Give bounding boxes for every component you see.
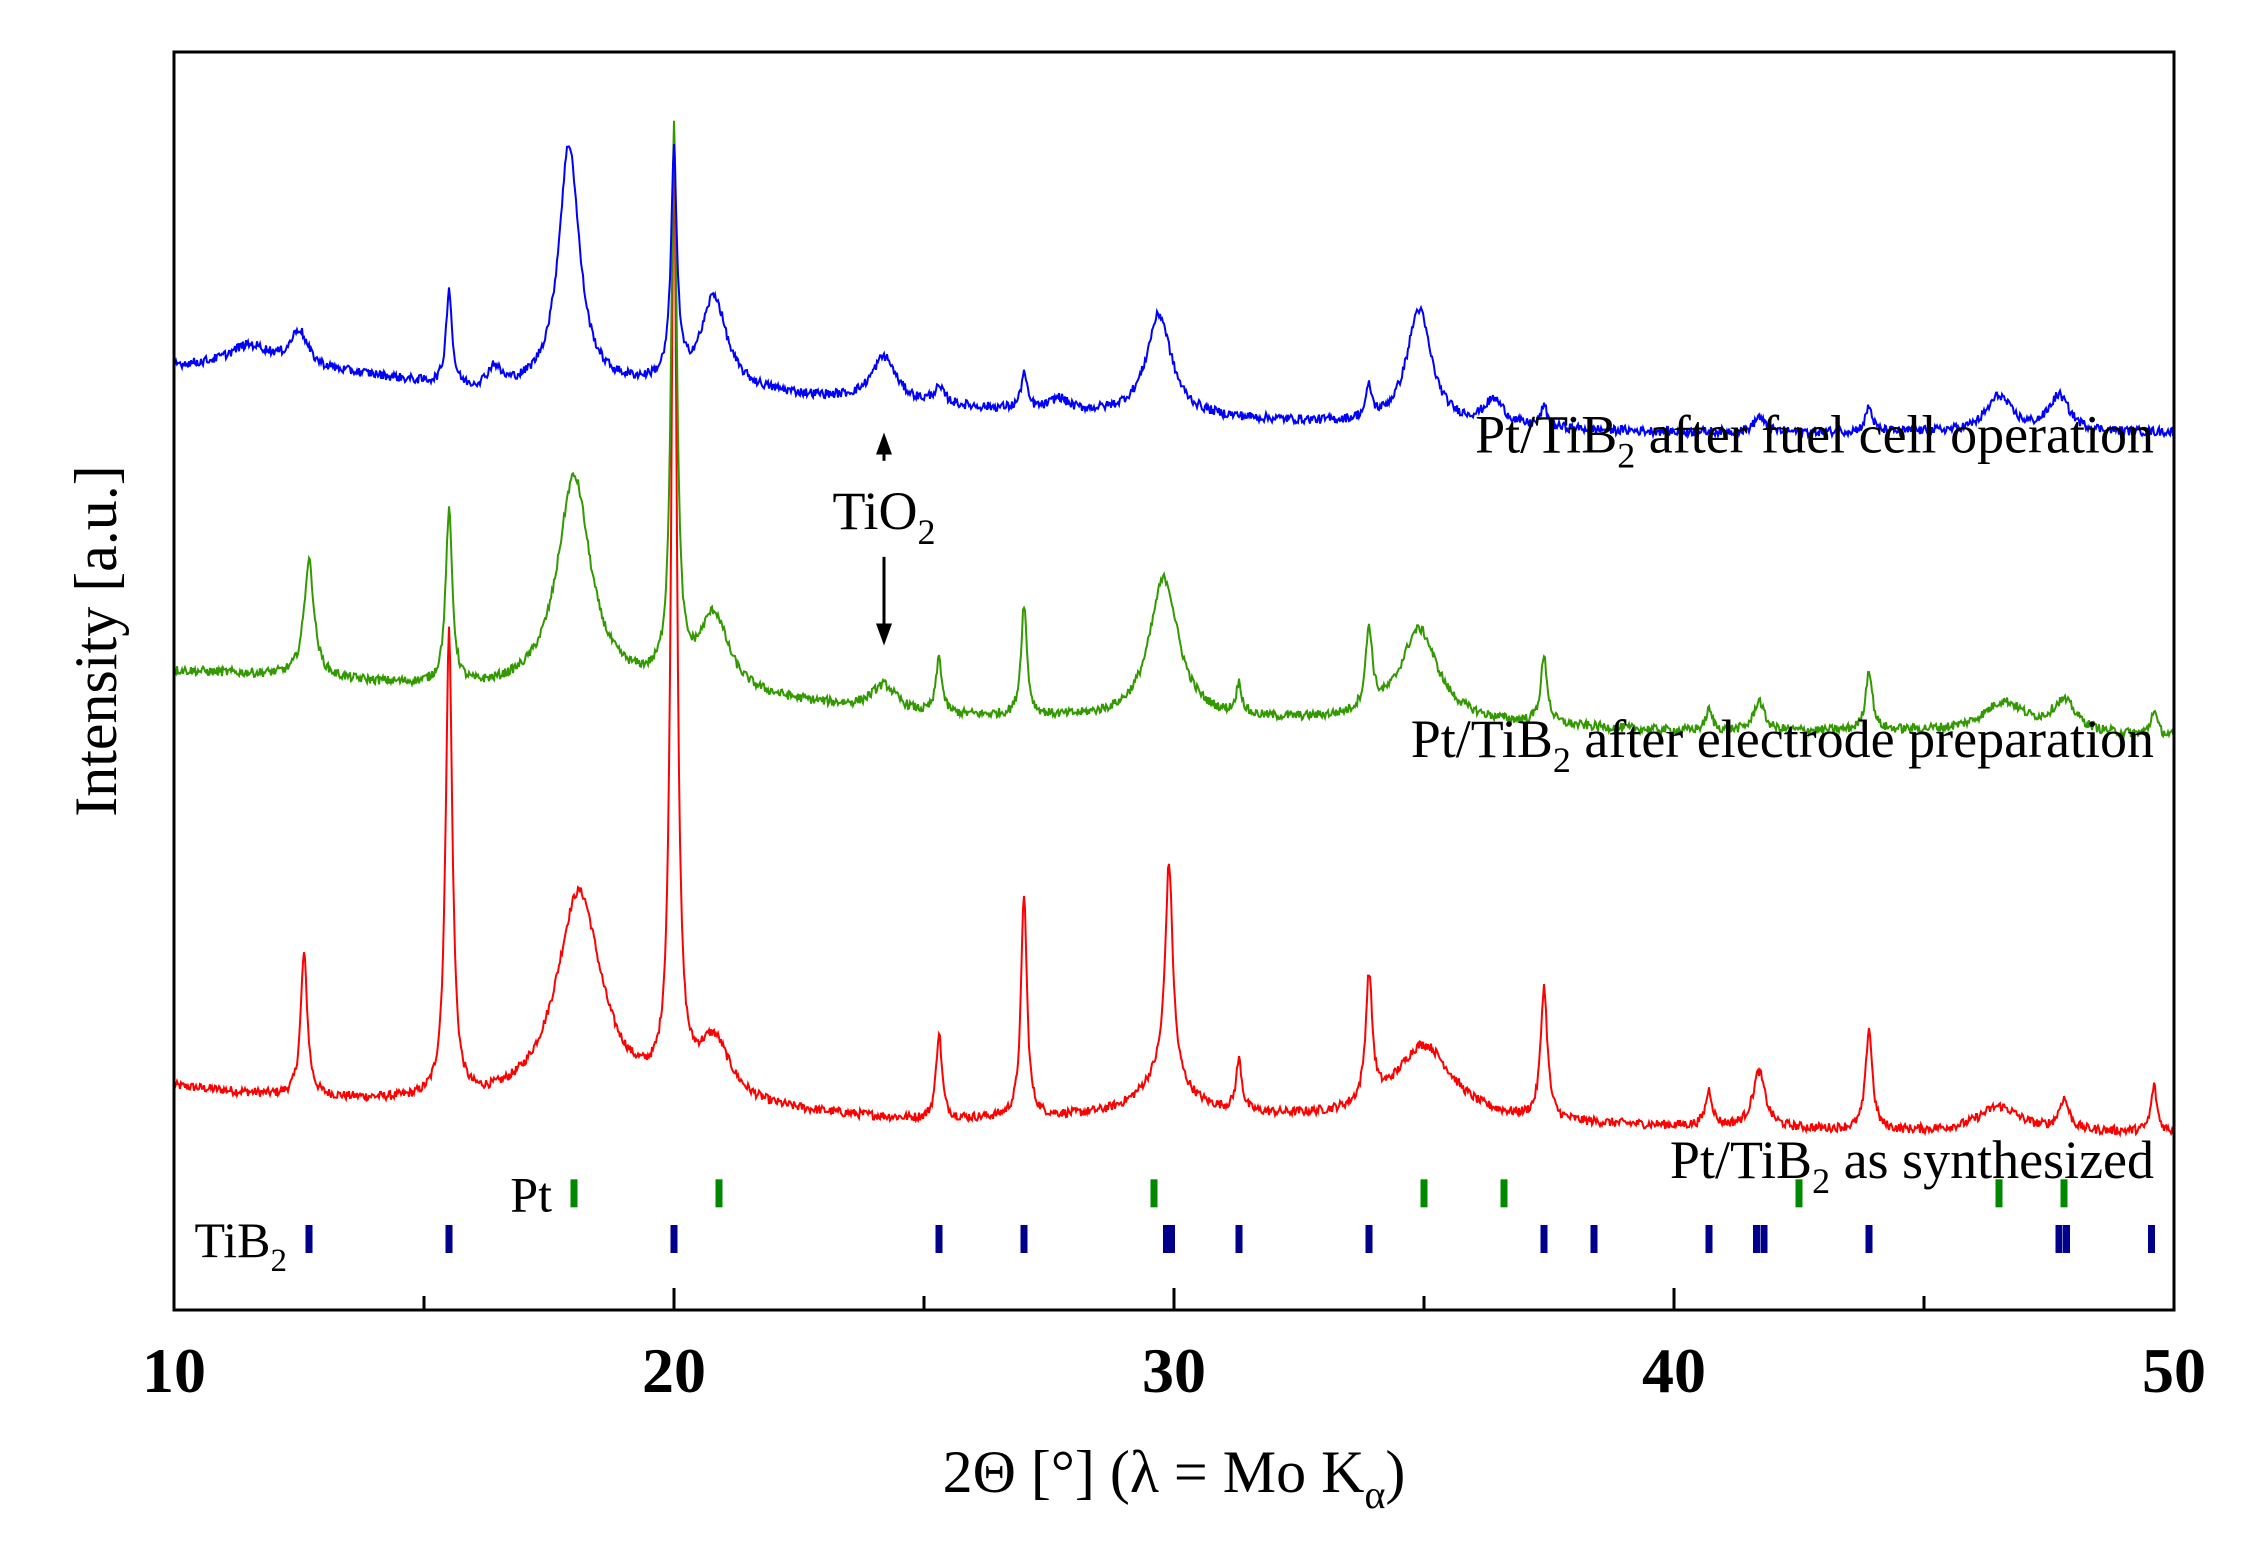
x-axis-ticks: 10 20 30 40 50 — [142, 1288, 2206, 1406]
reference-label: TiB2 — [194, 1212, 287, 1279]
series-layer: Pt/TiB2 as synthesized Pt/TiB2 after elec… — [173, 120, 2175, 1201]
annotation-layer: TiO2 — [832, 432, 936, 646]
reference-marker-layer: Pt TiB2 — [194, 1166, 2155, 1279]
series-line — [173, 143, 2175, 440]
plot-frame — [172, 50, 2176, 1312]
x-tick-label: 30 — [1142, 1335, 1206, 1406]
series-label: Pt/TiB2 after fuel cell operation — [1475, 405, 2154, 476]
y-axis-label: Intensity [a.u.] — [63, 465, 129, 817]
reference-label: Pt — [510, 1166, 552, 1222]
series-label: Pt/TiB2 after electrode preparation — [1411, 709, 2154, 780]
x-tick-label: 40 — [1642, 1335, 1706, 1406]
x-tick-label: 50 — [2142, 1335, 2206, 1406]
annotation-arrowhead — [876, 623, 892, 646]
x-tick-label: 10 — [142, 1335, 206, 1406]
series-label: Pt/TiB2 as synthesized — [1670, 1130, 2154, 1201]
series-line — [173, 120, 2175, 739]
annotation-label: TiO2 — [832, 481, 935, 552]
x-tick-label: 20 — [642, 1335, 706, 1406]
series-line — [173, 143, 2175, 1138]
annotation-arrowhead — [876, 432, 892, 455]
x-axis-label: 2Θ [°] (λ = Mo Kα) — [943, 1439, 1406, 1517]
